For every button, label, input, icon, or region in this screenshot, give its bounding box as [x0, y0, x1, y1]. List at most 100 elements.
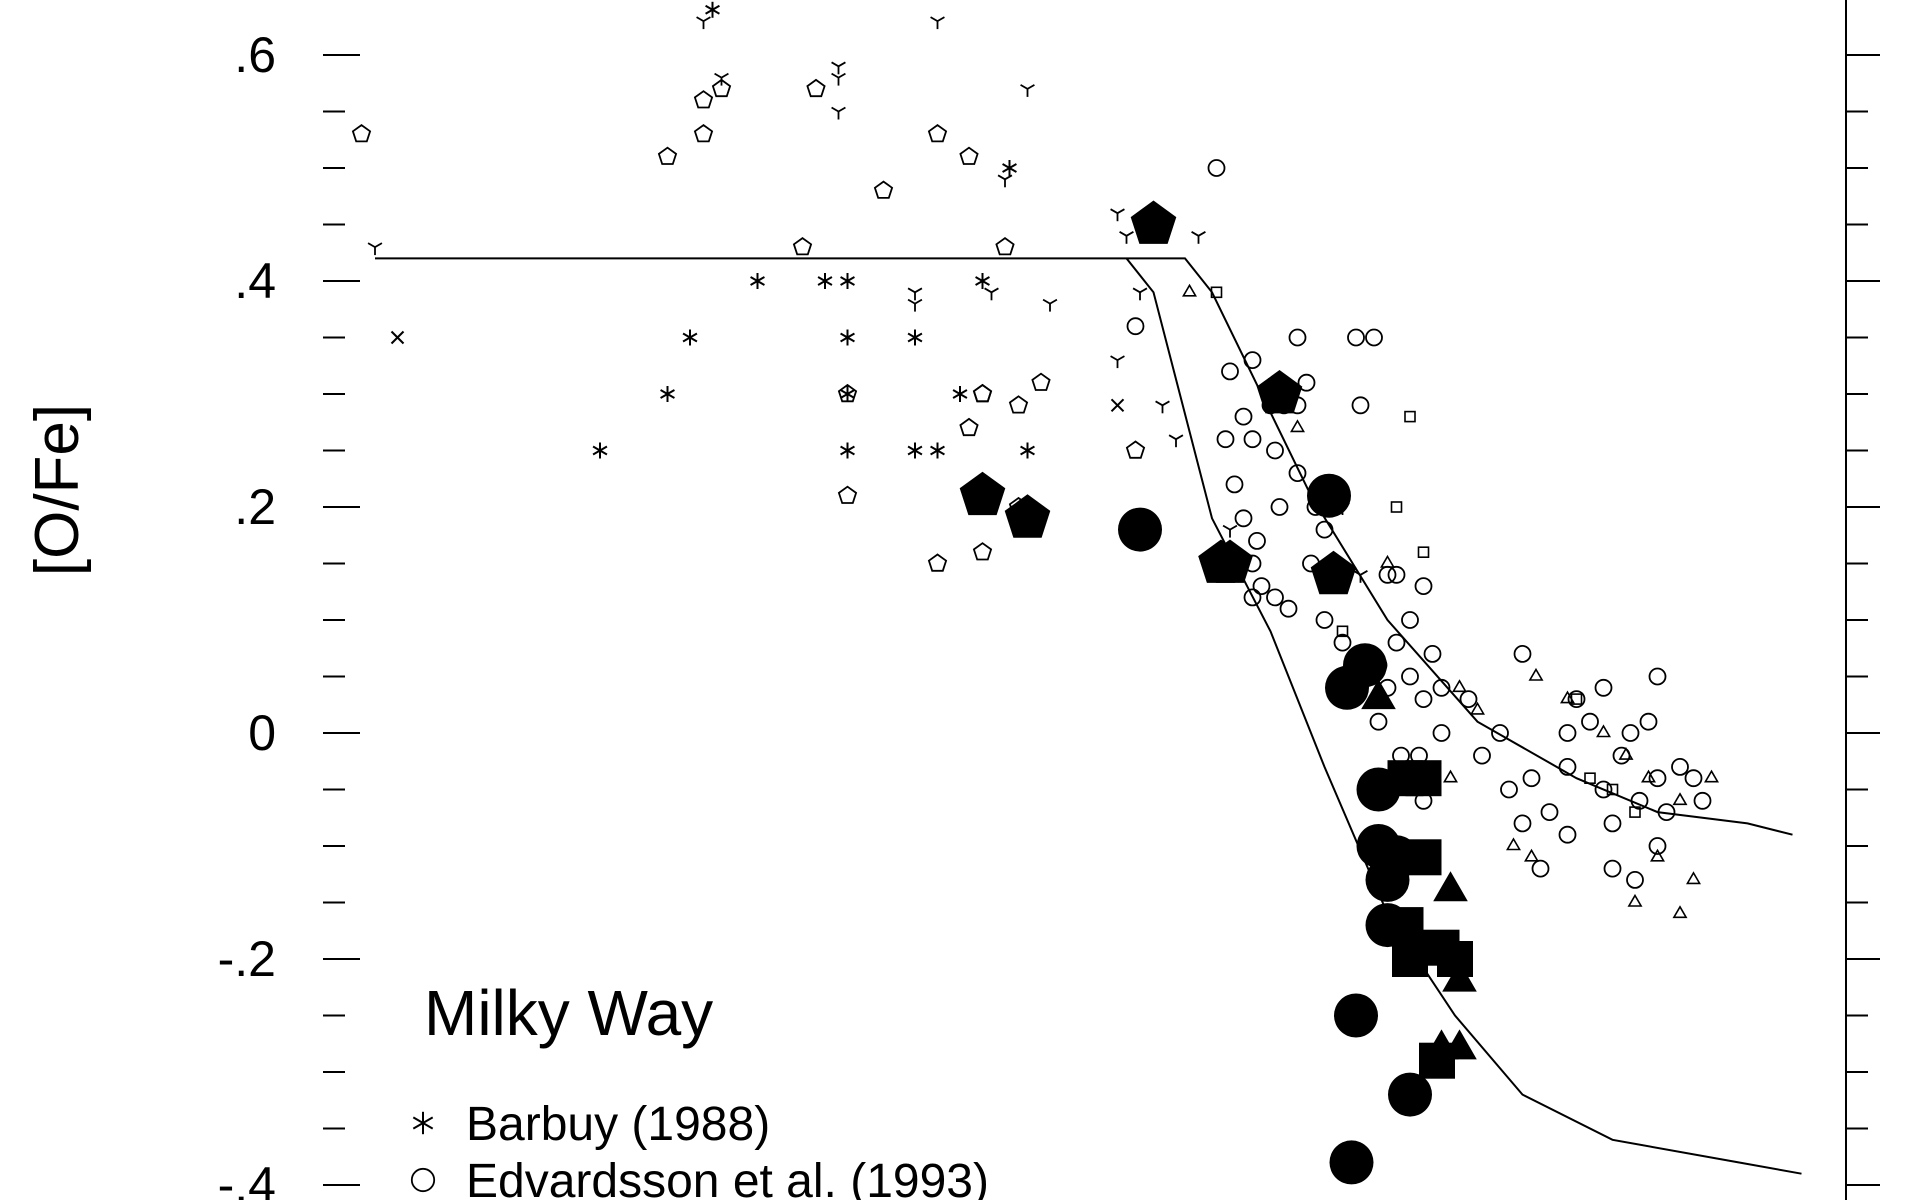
- open-circle-marker: [1270, 498, 1289, 516]
- legend-entry-label: Edvardsson et al. (1993): [466, 1155, 989, 1200]
- asterisk-stroke: [840, 389, 855, 399]
- open-circle-marker: [1365, 328, 1383, 347]
- asterisk-marker: [930, 442, 945, 459]
- asterisk-marker: [592, 442, 608, 459]
- open-circle-marker: [1225, 475, 1244, 494]
- tripod-marker: [831, 61, 846, 75]
- open-square-marker: [1606, 783, 1619, 796]
- asterisk-stroke: [907, 445, 923, 456]
- open-triangle-marker: [1380, 554, 1395, 568]
- asterisk-stroke: [660, 389, 675, 399]
- tripod-marker: [907, 287, 923, 301]
- open-pentagon-marker: [837, 383, 858, 403]
- filled-square-marker: [1392, 941, 1428, 977]
- filled-circle-marker: [1343, 643, 1387, 688]
- cross-marker: [1110, 398, 1125, 413]
- tripod-stroke: [1020, 84, 1028, 90]
- open-circle-marker: [1558, 724, 1577, 742]
- tripod-marker: [1155, 400, 1170, 414]
- open-circle-marker: [1266, 588, 1284, 607]
- open-circle-marker: [1473, 746, 1491, 765]
- cross-marker: [390, 330, 405, 345]
- asterisk-marker: [1020, 442, 1035, 459]
- open-pentagon-marker: [927, 553, 948, 572]
- legend-entry-label: Barbuy (1988): [466, 1098, 770, 1151]
- open-circle-marker: [1369, 712, 1388, 731]
- open-pentagon-marker: [959, 417, 979, 437]
- asterisk-stroke: [975, 276, 990, 286]
- open-square-marker: [1417, 546, 1430, 559]
- tripod-stroke: [1360, 570, 1368, 576]
- open-circle-marker: [1288, 328, 1307, 347]
- asterisk-stroke: [1020, 445, 1035, 456]
- tripod-marker: [1020, 84, 1035, 97]
- filled-circle-marker: [1365, 857, 1410, 902]
- tripod-marker: [1222, 524, 1238, 538]
- series-tripod: [367, 16, 1368, 583]
- open-pentagon-marker: [837, 485, 858, 504]
- tripod-stroke: [831, 72, 839, 79]
- open-circle-marker: [1248, 532, 1266, 550]
- open-square-marker: [1570, 693, 1583, 705]
- tripod-marker: [831, 106, 846, 120]
- model-curve-1: [375, 257, 1793, 836]
- series-pentagon-open: [351, 78, 1146, 572]
- open-circle-marker: [1581, 712, 1599, 731]
- cross-stroke: [1110, 398, 1125, 413]
- filled-square-marker: [1405, 760, 1442, 797]
- y-tick-label: .2: [234, 479, 276, 535]
- open-circle-marker: [1126, 317, 1145, 336]
- open-triangle-marker: [1470, 701, 1485, 715]
- y-tick-label: 0: [248, 705, 276, 761]
- open-circle-marker: [1513, 645, 1532, 663]
- tripod-stroke: [930, 16, 938, 22]
- open-circle-marker: [1333, 633, 1352, 652]
- open-circle-marker: [1558, 758, 1577, 776]
- tripod-marker: [367, 242, 383, 256]
- open-circle-marker: [1693, 791, 1712, 810]
- y-tick-label: .6: [234, 27, 276, 83]
- open-square-marker: [1404, 410, 1416, 423]
- series-square-open: [1210, 286, 1641, 818]
- open-circle-marker: [1243, 351, 1262, 370]
- open-circle-marker: [1594, 780, 1613, 799]
- open-square-marker: [1629, 806, 1641, 818]
- cross-stroke: [390, 330, 405, 345]
- filled-circle-marker: [1334, 993, 1378, 1038]
- tripod-stroke: [914, 298, 923, 305]
- tripod-stroke: [937, 16, 945, 22]
- asterisk-stroke: [952, 389, 968, 399]
- asterisk-marker: [660, 386, 675, 402]
- series-asterisk: [592, 1, 1035, 459]
- tripod-stroke: [914, 287, 923, 294]
- open-circle-marker: [1347, 328, 1365, 347]
- filled-pentagon-marker: [1310, 550, 1357, 595]
- asterisk-stroke: [840, 445, 855, 456]
- tripod-stroke: [1049, 298, 1058, 305]
- open-circle-marker: [1432, 678, 1451, 697]
- asterisk-marker: [907, 329, 923, 346]
- asterisk-stroke: [840, 332, 855, 343]
- open-circle-marker: [1297, 373, 1316, 392]
- tripod-marker: [696, 16, 711, 30]
- tripod-marker: [1353, 570, 1368, 583]
- open-triangle-marker: [1686, 871, 1701, 885]
- open-pentagon-marker: [351, 123, 372, 143]
- tripod-stroke: [703, 16, 711, 22]
- asterisk-stroke: [682, 332, 698, 343]
- open-pentagon-marker: [693, 123, 714, 143]
- open-pentagon-marker: [806, 78, 826, 98]
- open-pentagon-marker: [873, 180, 894, 199]
- asterisk-marker: [1002, 160, 1017, 176]
- tripod-marker: [1132, 287, 1148, 301]
- tripod-stroke: [997, 174, 1006, 181]
- tripod-stroke: [1119, 231, 1127, 237]
- filled-pentagon-marker: [1256, 370, 1303, 414]
- open-circle-marker: [1626, 871, 1644, 889]
- open-circle-marker: [1279, 599, 1298, 618]
- open-triangle-marker: [1672, 905, 1688, 919]
- open-circle-marker: [1671, 758, 1689, 776]
- open-pentagon-marker: [972, 383, 993, 403]
- open-pentagon-marker: [657, 146, 678, 165]
- open-circle-marker: [1243, 430, 1262, 449]
